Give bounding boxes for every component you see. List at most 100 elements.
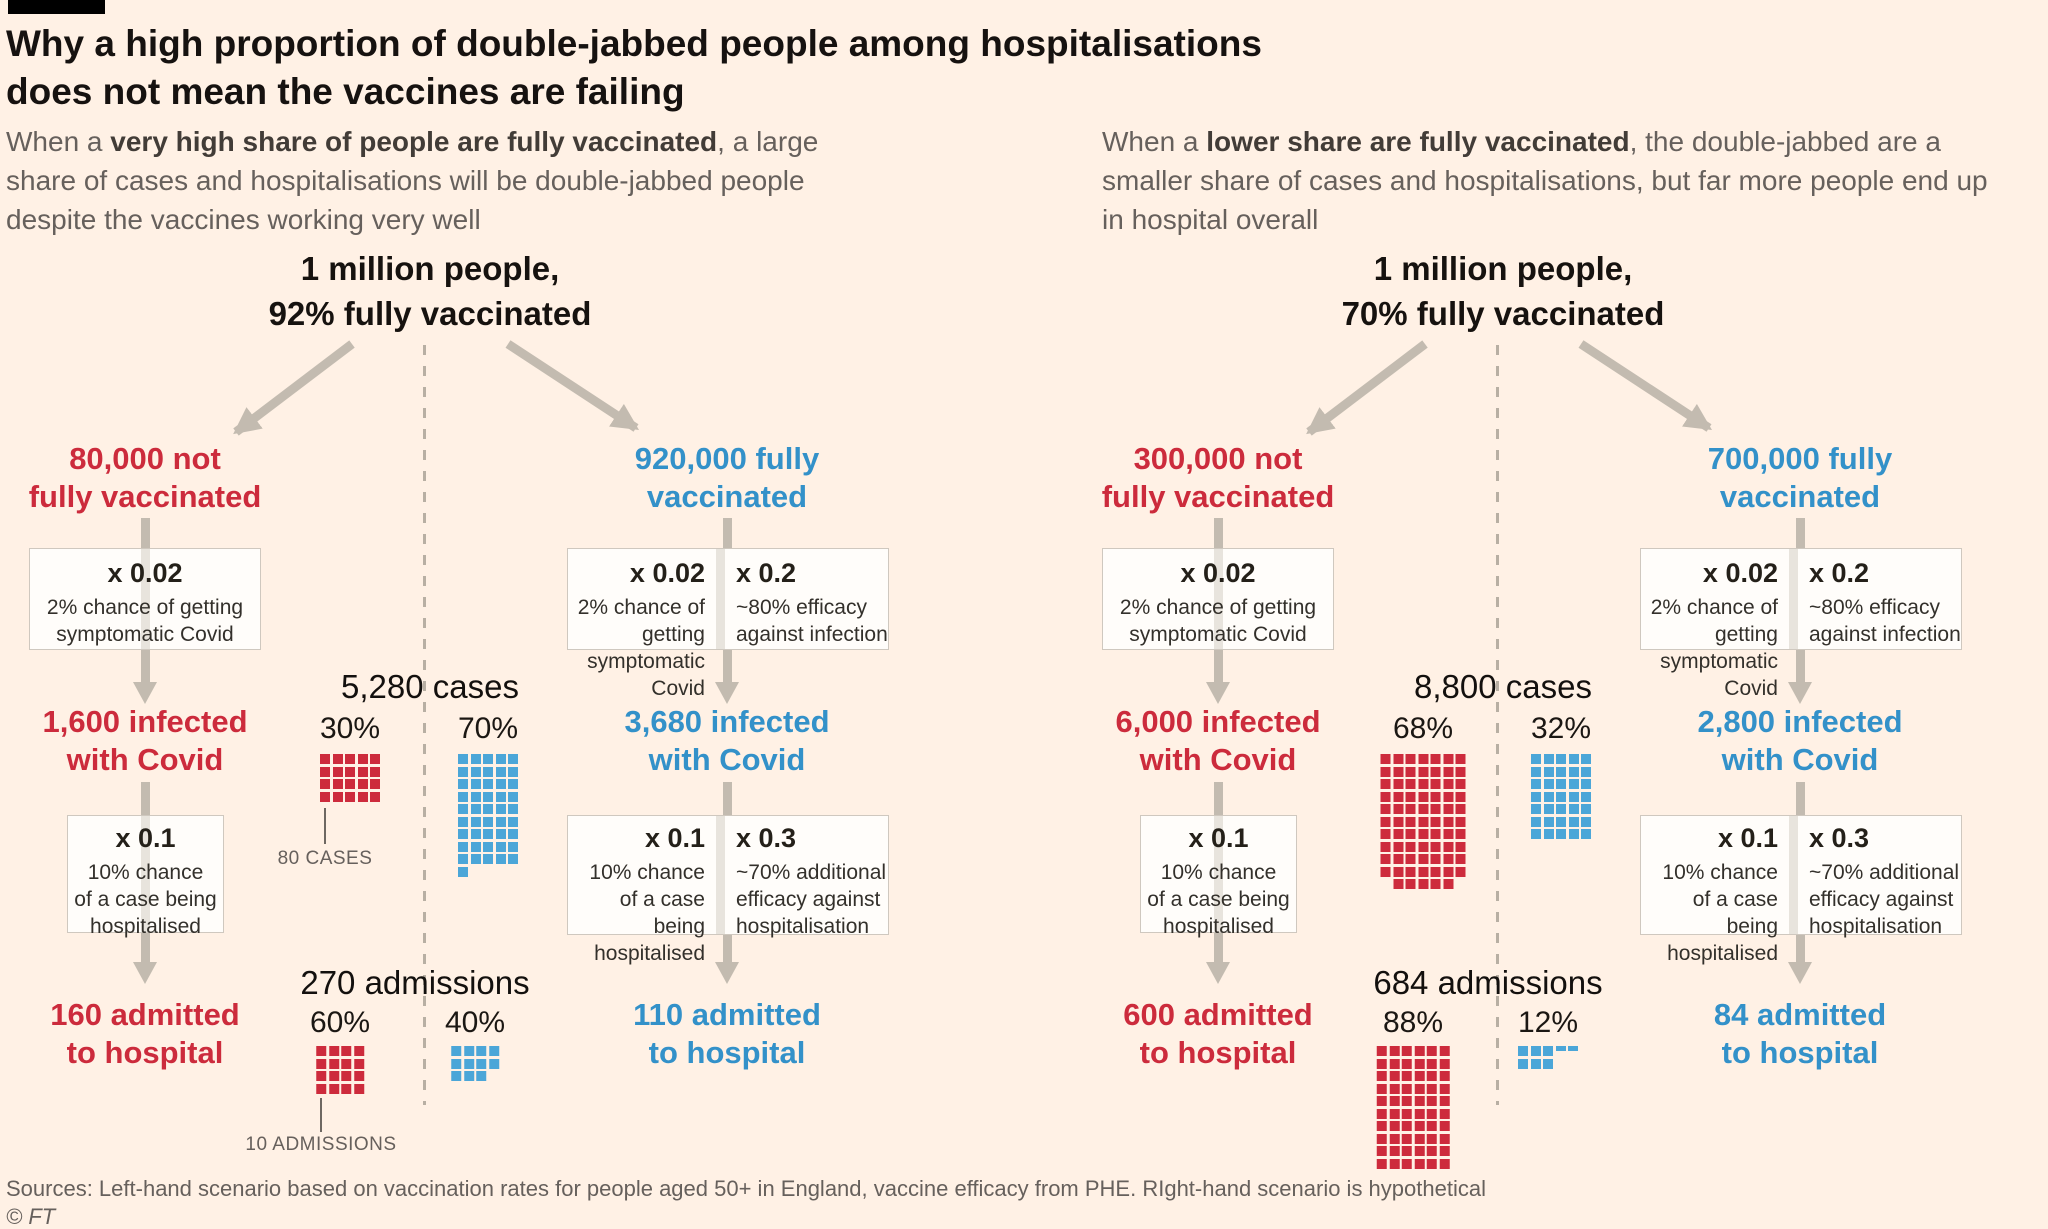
waffle-square: [508, 766, 518, 777]
copyright-note: © FT: [6, 1204, 56, 1229]
waffle-square: [1389, 1158, 1400, 1169]
vaccinated-infected-label: 3,680 infected with Covid: [567, 703, 887, 779]
waffle-square: [1393, 766, 1403, 777]
waffle-square: [1380, 804, 1391, 814]
waffle-square: [508, 779, 518, 789]
waffle-square: [1455, 841, 1466, 852]
waffle-square: [488, 1046, 499, 1056]
waffle-square: [1443, 804, 1453, 814]
waffle-square: [1430, 766, 1441, 777]
waffle-square: [1556, 804, 1566, 814]
waffle-square: [470, 829, 481, 839]
waffle-square: [1405, 841, 1416, 852]
waffle-square: [1418, 766, 1428, 777]
vaccinated-admitted-line2: to hospital: [1721, 1035, 1879, 1070]
multiplier-factor: x 0.02: [1180, 558, 1256, 588]
multiplier-desc-line3: hospitalised: [1163, 915, 1274, 938]
sources-note: Sources: Left-hand scenario based on vac…: [6, 1176, 1486, 1201]
waffle-square: [370, 754, 380, 764]
waffle-square: [1393, 854, 1403, 864]
waffle-square: [1376, 1058, 1387, 1069]
waffle-square: [1376, 1158, 1387, 1169]
waffle-square: [1405, 854, 1416, 864]
waffle-square: [1443, 779, 1453, 789]
waffle-square: [316, 1071, 327, 1081]
waffle-square: [1439, 1071, 1450, 1081]
waffle-square: [1455, 816, 1466, 827]
multiplier-desc-line2: symptomatic Covid: [587, 650, 705, 700]
multiplier-box-infection-unvaccinated: x 0.02 2% chance of getting symptomatic …: [1102, 548, 1334, 650]
waffle-square: [1568, 829, 1579, 839]
multiplier-desc-line2: against infection: [736, 623, 888, 646]
unvaccinated-infected-line2: with Covid: [1139, 742, 1297, 777]
scenario-lower-vaccination: 1 million people, 70% fully vaccinated 3…: [1073, 0, 2048, 1229]
waffle-square: [495, 791, 506, 802]
waffle-square: [1430, 829, 1441, 839]
waffle-square: [1426, 1046, 1437, 1056]
intro-left-bold: very high share of people are fully vacc…: [110, 126, 718, 157]
multiplier-box-hospitalisation-vaccinated: x 0.1 10% chance of a case being hospita…: [567, 815, 889, 965]
waffle-square: [1389, 1108, 1400, 1119]
waffle-square: [1389, 1083, 1400, 1094]
waffle-square: [353, 1083, 364, 1094]
vaccinated-infected-line2: with Covid: [1721, 742, 1879, 777]
waffle-square: [1393, 804, 1403, 814]
waffle-square: [508, 816, 518, 827]
waffle-square: [341, 1046, 352, 1056]
waffle-square: [341, 1071, 352, 1081]
waffle-square: [1455, 804, 1466, 814]
multiplier-factor: x 0.2: [1809, 558, 1870, 588]
waffle-square: [1430, 779, 1441, 789]
multiplier-desc-line3: hospitalised: [90, 915, 201, 938]
waffle-square: [508, 829, 518, 839]
waffle-square: [1581, 779, 1591, 789]
waffle-square: [370, 779, 380, 789]
waffle-square: [320, 779, 330, 789]
multiplier-desc-line2: symptomatic Covid: [56, 623, 234, 646]
waffle-square: [332, 754, 343, 764]
waffle-square: [1414, 1058, 1425, 1069]
arrow-down-icon: [133, 962, 157, 984]
cases-unit-legend: 80 CASES: [277, 848, 373, 869]
legend-tick-line: [320, 1098, 322, 1132]
waffle-square: [1531, 829, 1541, 839]
waffle-square: [1568, 816, 1579, 827]
waffle-square: [1393, 791, 1403, 802]
multiplier-desc-line1: ~80% efficacy: [1809, 596, 1940, 619]
waffle-square: [1426, 1071, 1437, 1081]
multiplier-cell-efficacy: x 0.2 ~80% efficacy against infection: [725, 549, 888, 649]
waffle-square: [1543, 1058, 1553, 1069]
flow-line-strip: [140, 549, 150, 649]
waffle-square: [1389, 1046, 1400, 1056]
admissions-waffle-unvaccinated: [1376, 1046, 1450, 1169]
waffle-square: [1376, 1071, 1387, 1081]
waffle-square: [1393, 754, 1403, 764]
admissions-total-label: 684 admissions: [1373, 964, 1603, 1001]
waffle-square: [332, 766, 343, 777]
waffle-square: [495, 804, 506, 814]
cases-waffle-unvaccinated: [320, 754, 380, 802]
waffle-square: [470, 854, 481, 864]
multiplier-factor: x 0.02: [107, 558, 183, 588]
legend-tick-line: [324, 808, 326, 844]
waffle-square: [1455, 754, 1466, 764]
page-title-line1: Why a high proportion of double-jabbed p…: [6, 23, 1262, 64]
waffle-square: [1389, 1071, 1400, 1081]
waffle-square: [458, 829, 468, 839]
waffle-square: [1380, 766, 1391, 777]
vaccinated-count-label: 920,000 fully vaccinated: [567, 440, 887, 516]
waffle-square: [463, 1071, 474, 1081]
scenario-header-line2: 70% fully vaccinated: [1341, 295, 1665, 332]
waffle-square: [1443, 854, 1453, 864]
arrow-down-icon: [1206, 962, 1230, 984]
waffle-square: [1376, 1046, 1387, 1056]
waffle-square: [1455, 791, 1466, 802]
flow-line-strip: [1214, 816, 1223, 932]
waffle-square: [463, 1058, 474, 1069]
unvaccinated-admitted-label: 600 admitted to hospital: [1058, 996, 1378, 1072]
flow-line-strip: [1213, 549, 1223, 649]
waffle-square: [1426, 1146, 1437, 1156]
intro-right-post: , the double-jabbed are a smaller share …: [1102, 126, 1988, 235]
waffle-square: [458, 804, 468, 814]
vaccinated-admitted-line1: 84 admitted: [1713, 997, 1887, 1032]
